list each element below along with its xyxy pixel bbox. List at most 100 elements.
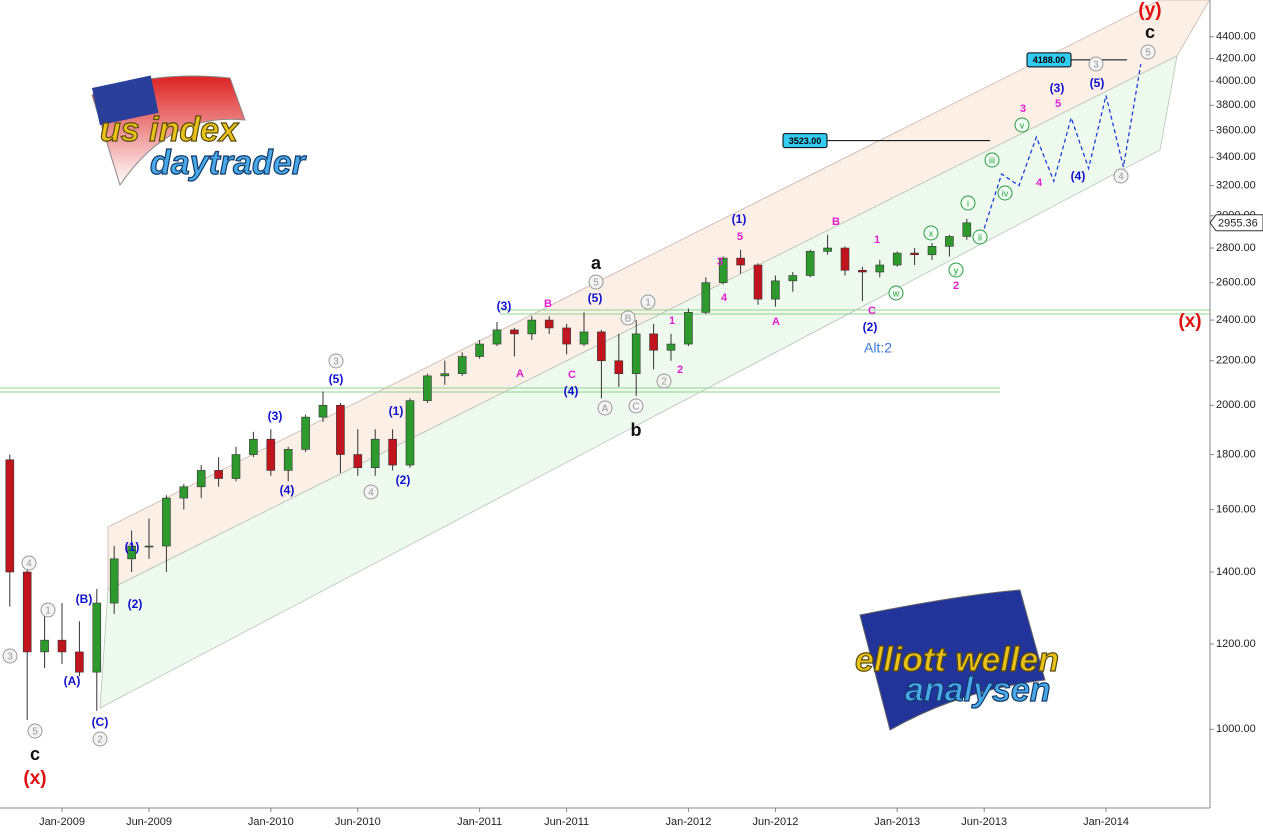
candle-body <box>892 252 902 266</box>
wave-label: (3) <box>497 299 512 313</box>
logo-us: us index daytrader <box>91 75 307 187</box>
y-tick-label: 1000.00 <box>1216 723 1256 735</box>
y-tick-label: 1800.00 <box>1216 448 1256 460</box>
wave-circle <box>1140 44 1156 60</box>
candle-body <box>840 247 850 271</box>
wave-label: 2 <box>97 735 103 746</box>
wave-label: 2 <box>677 364 683 376</box>
wave-label: (C) <box>92 715 109 729</box>
wave-label: 1 <box>45 606 51 617</box>
price-level-label: 4188.00 <box>1033 55 1066 65</box>
candle-body <box>457 356 467 374</box>
logo-text: us index <box>100 111 240 149</box>
x-tick-label: Jun-2009 <box>126 816 172 828</box>
logo-eu: elliott wellen analysen <box>854 589 1060 731</box>
y-tick-label: 3400.00 <box>1216 151 1256 163</box>
wave-label: A <box>602 404 609 415</box>
wave-label: (5) <box>588 291 603 305</box>
candle-body <box>75 651 84 673</box>
y-tick-label: 2400.00 <box>1216 314 1256 326</box>
candle-body <box>162 497 171 547</box>
candle-body <box>249 438 258 455</box>
candle-body <box>544 319 554 329</box>
candle-body <box>718 257 728 283</box>
y-tick-label: 2800.00 <box>1216 242 1256 254</box>
price-level-label: 3523.00 <box>789 136 822 146</box>
last-price-label: 2955.36 <box>1218 218 1258 230</box>
candle-body <box>649 333 658 351</box>
wave-label: 3 <box>333 357 339 368</box>
x-tick-label: Jan-2011 <box>457 816 502 828</box>
wave-circle <box>1014 117 1030 133</box>
wave-label: (x) <box>1178 311 1201 332</box>
candle-body <box>736 257 745 266</box>
wave-circle <box>2 648 18 664</box>
wave-label: 1 <box>669 315 675 327</box>
candle-body <box>597 331 606 362</box>
wave-circle <box>27 723 43 739</box>
wave-label: (x) <box>23 768 46 789</box>
candle-body <box>5 459 15 573</box>
candle-body <box>353 454 363 469</box>
wave-label: 5 <box>1055 98 1061 110</box>
x-tick-label: Jan-2012 <box>665 816 711 828</box>
wave-label: B <box>625 314 632 325</box>
candle-body <box>475 343 484 357</box>
candle-body <box>614 360 624 374</box>
candle-body <box>144 545 154 548</box>
candle-body <box>40 639 49 653</box>
candle-body <box>423 375 432 401</box>
wave-circle <box>984 152 1000 168</box>
wave-label: 4 <box>1118 172 1124 183</box>
wave-circle <box>1113 168 1129 184</box>
logo-text: elliott wellen <box>855 641 1059 679</box>
candle-body <box>440 373 450 377</box>
wave-label: (2) <box>396 473 411 487</box>
wave-label: a <box>591 253 602 273</box>
candle-body <box>301 416 310 450</box>
x-tick-label: Jun-2013 <box>961 816 1007 828</box>
wave-circle <box>620 310 636 326</box>
wave-label: iv <box>1002 188 1009 198</box>
wave-label: (1) <box>125 540 140 554</box>
wave-label: w <box>892 288 900 298</box>
candle-body <box>579 331 589 345</box>
wave-label: (3) <box>268 409 283 423</box>
wave-label: (2) <box>128 597 143 611</box>
flag-canton <box>92 75 159 126</box>
wave-circle <box>21 555 37 571</box>
candle-body <box>927 246 937 256</box>
wave-circle <box>1088 56 1104 72</box>
price-level-box <box>1026 52 1072 68</box>
candle-body <box>631 333 641 374</box>
wave-label: 1 <box>874 234 880 246</box>
candle-body <box>231 454 241 479</box>
y-tick-label: 2000.00 <box>1216 399 1256 411</box>
wave-label: b <box>631 420 642 440</box>
wave-label: i <box>967 198 969 208</box>
wave-label: B <box>544 298 552 310</box>
wave-circle <box>972 229 988 245</box>
candle-body <box>788 275 798 282</box>
candle-body <box>109 558 119 604</box>
candle-body <box>562 327 571 345</box>
last-price-box <box>1209 214 1263 232</box>
wave-label: (4) <box>1071 169 1086 183</box>
wave-label: 3 <box>1020 103 1026 115</box>
wave-circle <box>597 400 613 416</box>
candle-body <box>805 251 815 276</box>
candle-body <box>510 329 519 335</box>
wave-label: A <box>516 368 524 380</box>
candle-body <box>910 252 919 256</box>
wave-label: 3 <box>1093 60 1099 71</box>
wave-label: 5 <box>593 278 599 289</box>
candle-body <box>527 319 537 335</box>
wave-label: 5 <box>1145 48 1151 59</box>
wave-label: C <box>868 305 876 317</box>
candle-body <box>196 470 206 488</box>
wave-label: (y) <box>1138 0 1161 21</box>
wave-label: A <box>772 316 780 328</box>
candle-body <box>214 470 223 479</box>
candle-body <box>266 438 276 471</box>
